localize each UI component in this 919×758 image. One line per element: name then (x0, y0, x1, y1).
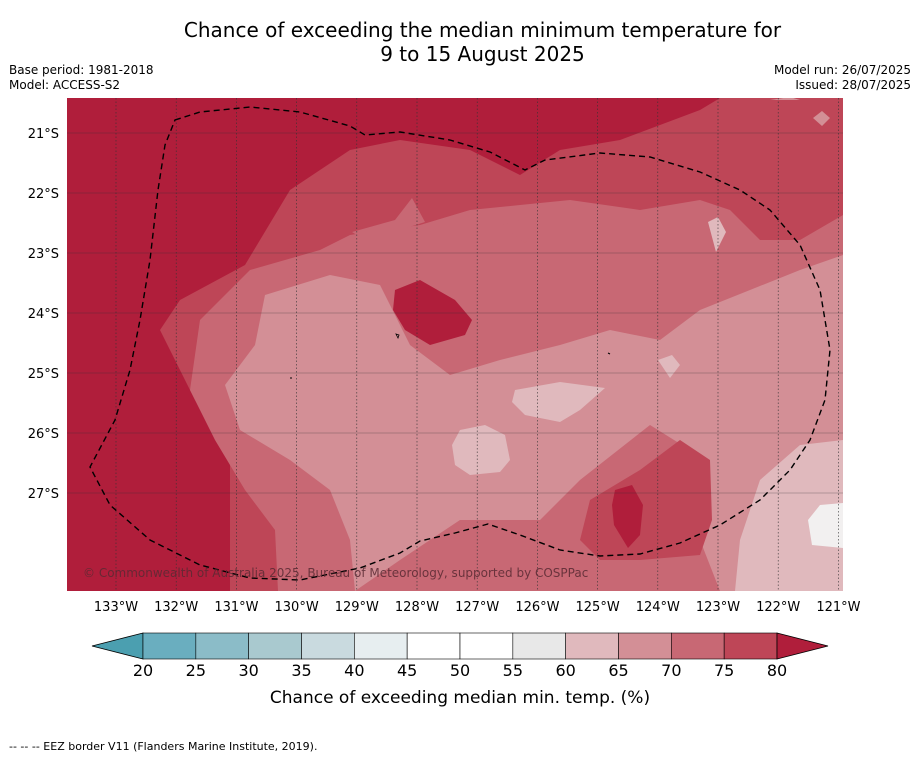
meta-left: Base period: 1981-2018 Model: ACCESS-S2 (9, 63, 154, 93)
lon-label: 125°W (576, 600, 620, 615)
colorbar-tick-label: 60 (555, 661, 575, 680)
model-run-text: Model run: 26/07/2025 (773, 63, 911, 77)
lat-label: 27°S (28, 487, 59, 502)
colorbar-bin (142, 632, 197, 660)
band-60-65-e (708, 217, 726, 252)
model-text: Model: ACCESS-S2 (9, 78, 121, 92)
title-line-1: Chance of exceeding the median minimum t… (183, 18, 782, 42)
colorbar-bin (248, 632, 302, 660)
lat-label: 23°S (28, 247, 59, 262)
latitude-labels: 21°S 22°S 23°S 24°S 25°S 26°S 27°S (28, 127, 59, 502)
copyright-text: © Commonwealth of Australia 2025, Bureau… (83, 566, 588, 580)
colorbar-ticks: 20 25 30 35 40 45 50 55 60 65 70 75 80 (133, 661, 787, 680)
lat-label: 25°S (28, 367, 59, 382)
colorbar-tick-label: 20 (133, 661, 153, 680)
lon-label: 124°W (636, 600, 680, 615)
lon-label: 129°W (335, 600, 379, 615)
lon-label: 126°W (515, 600, 559, 615)
issued-text: Issued: 28/07/2025 (795, 78, 911, 92)
band-60-65-c (452, 425, 510, 475)
longitude-labels: 133°W 132°W 131°W 130°W 129°W 128°W 127°W 126°W… (94, 600, 861, 615)
band-60-65-d (658, 355, 680, 378)
band-75-80-island-a (580, 440, 712, 560)
colorbar-tick-label: 75 (714, 661, 734, 680)
colorbar-tick-label: 25 (186, 661, 206, 680)
colorbar-tick-label: 45 (397, 661, 417, 680)
band-55-60 (808, 503, 843, 548)
colorbar-tick-label: 55 (503, 661, 523, 680)
colorbar-tick-label: 30 (238, 661, 258, 680)
meta-right: Model run: 26/07/2025 Issued: 28/07/2025 (774, 63, 911, 93)
band-65-70 (225, 255, 843, 591)
lon-label: 122°W (756, 600, 800, 615)
colorbar-bin (671, 632, 725, 660)
lon-label: 131°W (214, 600, 258, 615)
colorbar-tick-label: 70 (661, 661, 681, 680)
colorbar-tick-label: 50 (450, 661, 470, 680)
island-mark-b (607, 352, 611, 355)
band-70-75-island-b (502, 220, 540, 243)
colorbar-bin (618, 632, 672, 660)
colorbar-tick-label: 65 (608, 661, 628, 680)
colorbar-tick-label: 40 (344, 661, 364, 680)
band-65-70-island (813, 111, 830, 126)
lon-label: 127°W (455, 600, 499, 615)
colorbar-bin (565, 632, 619, 660)
lat-label: 21°S (28, 127, 59, 142)
colorbar-tick-label: 80 (767, 661, 787, 680)
band-60-65 (735, 440, 843, 591)
colorbar-title: Chance of exceeding median min. temp. (%… (270, 688, 650, 708)
lon-label: 130°W (275, 600, 319, 615)
band-60-65-b (512, 382, 605, 422)
colorbar-bin (459, 632, 514, 660)
title-line-2: 9 to 15 August 2025 (380, 42, 585, 66)
colorbar-above-triangle (776, 632, 829, 660)
colorbar-below-triangle (91, 632, 144, 660)
colorbar-tick-label: 35 (291, 661, 311, 680)
band-70-75-island (352, 198, 425, 237)
colorbar (91, 632, 829, 660)
colorbar-bin (512, 632, 566, 660)
lon-label: 132°W (154, 600, 198, 615)
island-mark (395, 333, 400, 340)
lat-label: 24°S (28, 307, 59, 322)
lat-label: 26°S (28, 427, 59, 442)
lon-label: 128°W (395, 600, 439, 615)
band-above-80-island-b (612, 485, 643, 548)
colorbar-bin (354, 632, 408, 660)
contour-fill (67, 98, 843, 591)
lon-label: 121°W (816, 600, 860, 615)
eez-border (89, 106, 831, 581)
base-period-text: Base period: 1981-2018 (9, 63, 154, 77)
colorbar-bin (301, 632, 355, 660)
band-65-70-island-b (770, 98, 800, 100)
band-above-80-island-a (393, 280, 472, 345)
lon-label: 133°W (94, 600, 138, 615)
footnote: -- -- -- EEZ border V11 (Flanders Marine… (9, 740, 318, 753)
chart-title: Chance of exceeding the median minimum t… (0, 18, 919, 66)
gridlines (67, 98, 843, 591)
lat-label: 22°S (28, 187, 59, 202)
colorbar-bin (195, 632, 249, 660)
lon-label: 123°W (696, 600, 740, 615)
colorbar-bin (406, 632, 461, 660)
colorbar-bin (723, 632, 778, 660)
